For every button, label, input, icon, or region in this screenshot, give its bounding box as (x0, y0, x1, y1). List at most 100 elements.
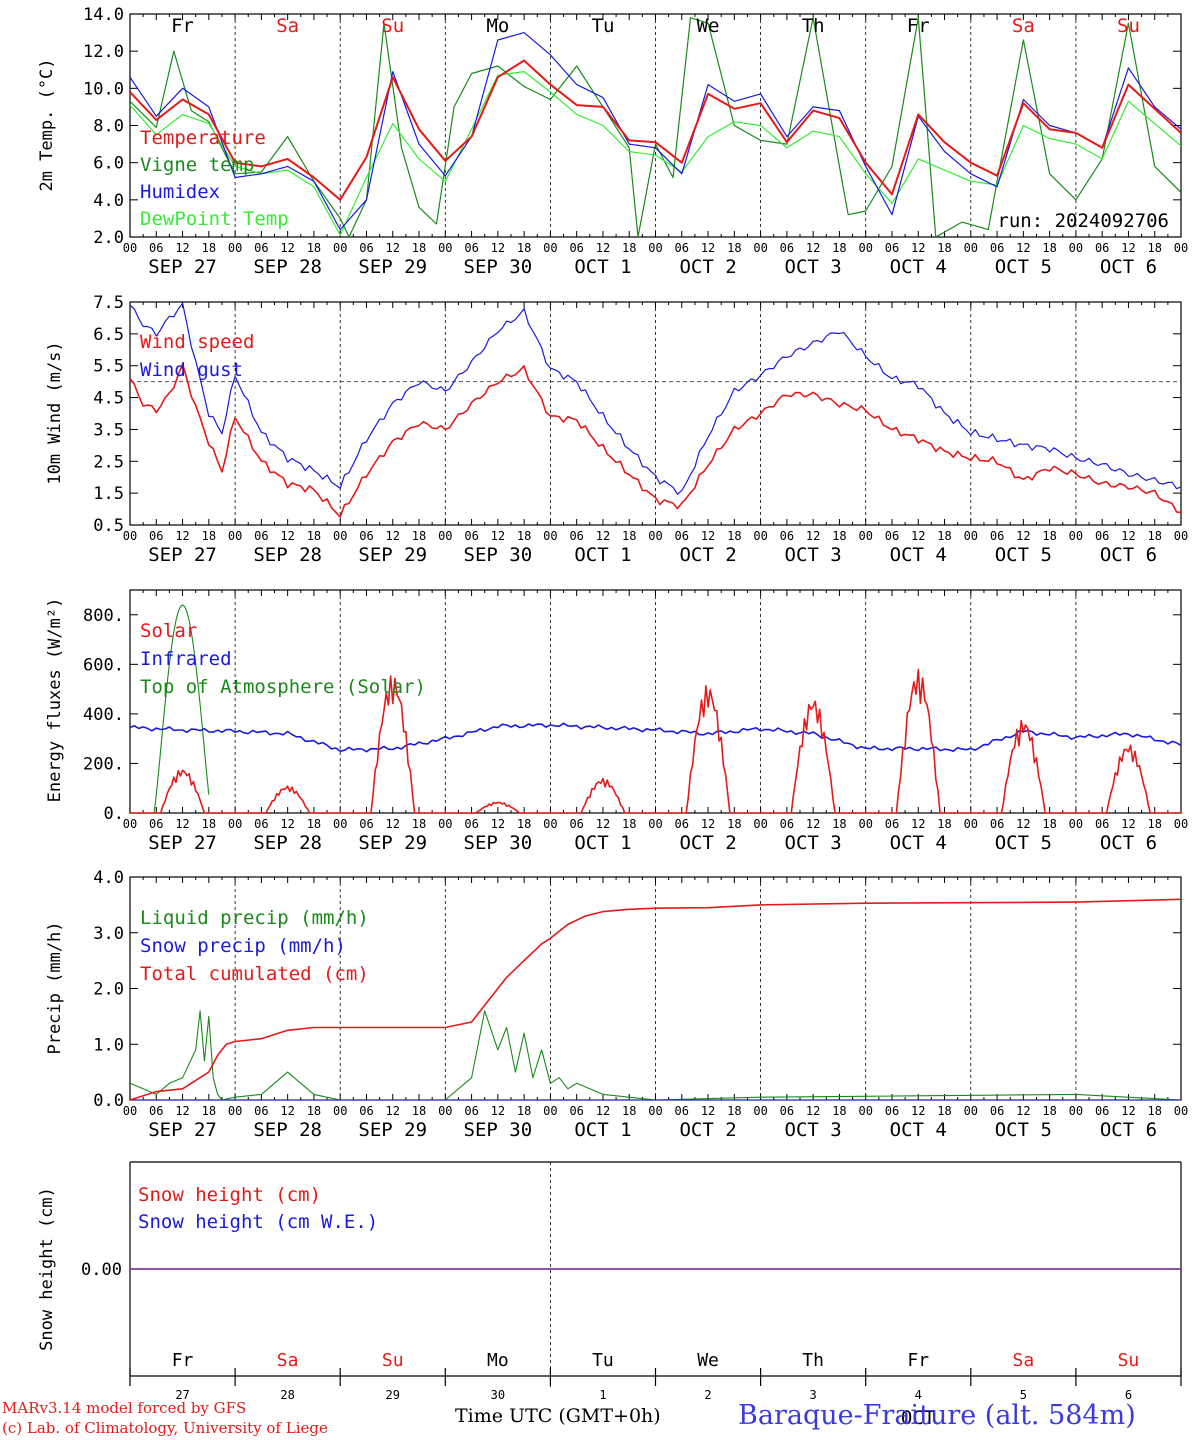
hour-tick-label: 12 (175, 241, 189, 255)
hour-tick-label: 00 (1174, 529, 1188, 543)
hour-tick-label: 00 (333, 241, 347, 255)
hour-tick-label: 06 (149, 529, 163, 543)
y-tick-label: 400. (83, 705, 124, 725)
hour-tick-label: 00 (438, 817, 452, 831)
date-label: SEP 27 (148, 544, 217, 566)
hour-tick-label: 00 (123, 241, 137, 255)
hour-tick-label: 12 (596, 817, 610, 831)
run-label: run: 2024092706 (997, 210, 1169, 232)
date-label: OCT 5 (995, 832, 1052, 854)
date-label: SEP 30 (464, 1119, 533, 1141)
hour-tick-label: 18 (937, 241, 951, 255)
day-name-label: Su (382, 1350, 404, 1371)
hour-tick-label: 00 (123, 1104, 137, 1118)
hour-tick-label: 06 (254, 1104, 268, 1118)
legend-entry-snow-height-cm-: Snow height (cm) (138, 1184, 321, 1206)
hour-tick-label: 18 (832, 529, 846, 543)
date-label: OCT 6 (1100, 256, 1157, 278)
hour-tick-label: 06 (464, 529, 478, 543)
hour-tick-label: 00 (964, 817, 978, 831)
hour-tick-label: 06 (1095, 1104, 1109, 1118)
date-label: OCT 6 (1100, 1119, 1157, 1141)
hour-tick-label: 12 (386, 241, 400, 255)
day-name-label: Mo (486, 15, 509, 37)
y-tick-label: 4.0 (93, 868, 124, 888)
hour-tick-label: 18 (1147, 1104, 1161, 1118)
hour-tick-label: 06 (254, 529, 268, 543)
hour-tick-label: 12 (175, 529, 189, 543)
hour-tick-label: 00 (964, 1104, 978, 1118)
hour-tick-label: 18 (517, 241, 531, 255)
hour-tick-label: 06 (780, 817, 794, 831)
hour-tick-label: 00 (1174, 1104, 1188, 1118)
series-dewpoint-temp (130, 70, 1181, 236)
hour-tick-label: 06 (675, 817, 689, 831)
hour-tick-label: 12 (175, 1104, 189, 1118)
legend-entry-solar: Solar (140, 620, 197, 642)
y-tick-label: 6.5 (93, 325, 124, 345)
hour-tick-label: 18 (202, 241, 216, 255)
date-label: SEP 28 (253, 256, 322, 278)
hour-tick-label: 00 (228, 817, 242, 831)
hour-tick-label: 06 (885, 241, 899, 255)
y-tick-label: 1.0 (93, 1035, 124, 1055)
hour-tick-label: 18 (832, 241, 846, 255)
date-label: SEP 28 (253, 832, 322, 854)
hour-tick-label: 06 (885, 1104, 899, 1118)
month-label: OCT (901, 1407, 935, 1429)
hour-tick-label: 18 (727, 817, 741, 831)
day-name-label: Su (381, 15, 404, 37)
day-name-label: We (697, 1350, 719, 1371)
legend-entry-infrared: Infrared (140, 648, 232, 670)
date-label: SEP 27 (148, 1119, 217, 1141)
date-label: SEP 27 (148, 832, 217, 854)
hour-tick-label: 00 (858, 1104, 872, 1118)
hour-tick-label: 18 (412, 1104, 426, 1118)
date-label: SEP 28 (253, 544, 322, 566)
legend-entry-wind-speed: Wind speed (140, 331, 254, 353)
hour-tick-label: 06 (569, 817, 583, 831)
date-label: OCT 1 (574, 1119, 631, 1141)
hour-tick-label: 12 (911, 817, 925, 831)
hour-tick-label: 00 (228, 1104, 242, 1118)
hour-tick-label: 18 (1042, 817, 1056, 831)
hour-tick-label: 12 (491, 529, 505, 543)
hour-tick-label: 18 (622, 241, 636, 255)
legend-entry-top-of-atmosphere-solar-: Top of Atmosphere (Solar) (140, 676, 426, 698)
hour-tick-label: 12 (1121, 241, 1135, 255)
hour-tick-label: 06 (885, 529, 899, 543)
legend-entry-dewpoint-temp: DewPoint Temp (140, 208, 289, 230)
hour-tick-label: 18 (202, 817, 216, 831)
date-label: SEP 27 (148, 256, 217, 278)
day-name-label: Fr (907, 1350, 929, 1371)
hour-tick-label: 06 (990, 241, 1004, 255)
credit-line: (c) Lab. of Climatology, University of L… (2, 1419, 328, 1437)
hour-tick-label: 12 (280, 241, 294, 255)
hour-tick-label: 18 (202, 1104, 216, 1118)
hour-tick-label: 06 (990, 817, 1004, 831)
y-tick-label: 4.0 (93, 191, 124, 211)
day-name-label: Th (802, 15, 825, 37)
hour-tick-label: 06 (780, 529, 794, 543)
hour-tick-label: 18 (517, 529, 531, 543)
series-wind-speed (129, 363, 1182, 518)
hour-tick-label: 18 (622, 1104, 636, 1118)
hour-tick-label: 12 (1016, 529, 1030, 543)
day-number-label: 2 (704, 1388, 711, 1402)
hour-tick-label: 18 (937, 1104, 951, 1118)
hour-tick-label: 18 (727, 241, 741, 255)
y-axis-title: Precip (mm/h) (45, 921, 65, 1054)
hour-tick-label: 00 (1069, 1104, 1083, 1118)
y-tick-label: 14.0 (83, 5, 124, 25)
series-wind-gust (129, 302, 1182, 495)
day-number-label: 6 (1125, 1388, 1132, 1402)
hour-tick-label: 12 (386, 817, 400, 831)
legend-entry-liquid-precip-mm-h-: Liquid precip (mm/h) (140, 907, 369, 929)
hour-tick-label: 06 (149, 241, 163, 255)
date-label: SEP 29 (358, 832, 427, 854)
hour-tick-label: 18 (307, 817, 321, 831)
hour-tick-label: 18 (1042, 241, 1056, 255)
hour-tick-label: 00 (648, 241, 662, 255)
hour-tick-label: 12 (386, 529, 400, 543)
hour-tick-label: 12 (1016, 1104, 1030, 1118)
